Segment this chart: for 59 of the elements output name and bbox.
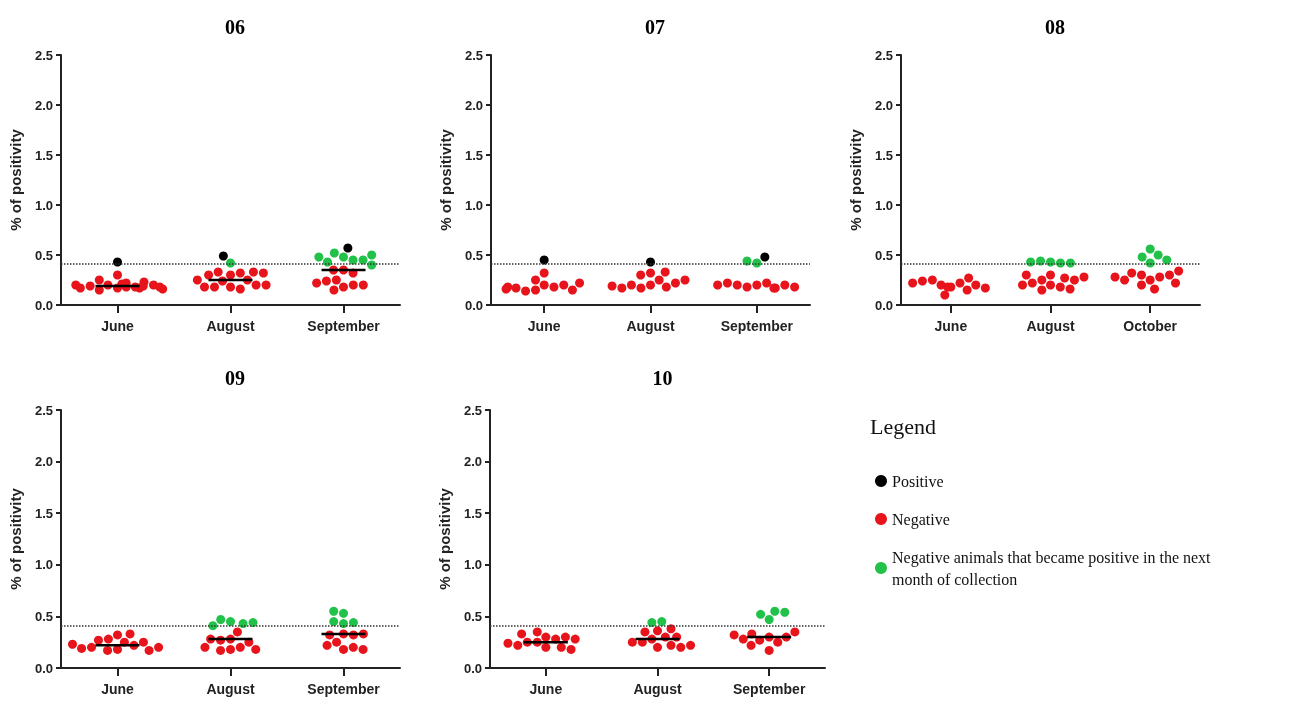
y-tick-label: 1.0 (34, 557, 53, 573)
y-tick-label: 0.0 (874, 297, 893, 313)
y-tick-label: 0.5 (34, 608, 53, 624)
y-tick-label: 0.0 (463, 660, 482, 676)
y-tick-label: 1.5 (34, 147, 53, 163)
x-tick-label: June (101, 318, 135, 334)
y-tick-label: 0.5 (874, 247, 893, 263)
y-tick-label: 2.0 (874, 97, 893, 113)
y-tick-label: 2.0 (34, 454, 53, 470)
y-tick-label: 0.5 (464, 247, 483, 263)
chart-title: 10 (652, 367, 673, 389)
x-tick-label: September (307, 318, 381, 334)
y-tick-label: 2.5 (463, 402, 482, 418)
x-tick-label: August (1026, 318, 1075, 334)
y-tick-label: 0.0 (34, 660, 53, 676)
y-tick-label: 1.5 (464, 147, 483, 163)
x-tick-label: September (720, 318, 794, 334)
x-tick-label: September (307, 681, 381, 697)
y-tick-label: 2.0 (34, 97, 53, 113)
y-tick-label: 1.0 (463, 557, 482, 573)
chart-title: 06 (225, 16, 245, 38)
y-axis-title: % of positivity (436, 487, 453, 590)
y-tick-label: 0.5 (463, 608, 482, 624)
chart-title: 09 (225, 367, 245, 389)
y-tick-label: 1.5 (34, 505, 53, 521)
legend-title: Legend (870, 413, 936, 439)
x-tick-label: June (934, 318, 968, 334)
y-tick-label: 2.5 (464, 47, 483, 63)
x-tick-label: September (732, 681, 806, 697)
x-tick-label: October (1123, 318, 1178, 334)
y-tick-label: 2.0 (464, 97, 483, 113)
legend-label: Positive (892, 472, 944, 490)
y-tick-label: 1.5 (874, 147, 893, 163)
y-tick-label: 1.5 (463, 505, 482, 521)
x-tick-label: August (633, 681, 682, 697)
y-axis-title: % of positivity (437, 128, 454, 231)
x-tick-label: August (206, 318, 255, 334)
y-tick-label: 2.5 (34, 402, 53, 418)
y-axis-title: % of positivity (7, 487, 24, 590)
y-axis-title: % of positivity (7, 128, 24, 231)
y-tick-label: 0.5 (34, 247, 53, 263)
x-tick-label: August (626, 318, 675, 334)
y-tick-label: 2.5 (874, 47, 893, 63)
y-tick-label: 0.0 (34, 297, 53, 313)
legend-label: Negative (892, 510, 950, 529)
y-tick-label: 0.0 (464, 297, 483, 313)
y-tick-label: 1.0 (874, 197, 893, 213)
y-tick-label: 2.5 (34, 47, 53, 63)
x-tick-label: June (101, 681, 135, 697)
y-tick-label: 1.0 (464, 197, 483, 213)
x-tick-label: June (527, 318, 561, 334)
y-axis-title: % of positivity (847, 128, 864, 231)
legend-label: Negative animals that became positive in the next month of collection (892, 548, 1215, 588)
y-tick-label: 2.0 (463, 454, 482, 470)
x-tick-label: August (206, 681, 255, 697)
chart-title: 07 (645, 16, 665, 38)
chart-title: 08 (1045, 16, 1065, 38)
y-tick-label: 1.0 (34, 197, 53, 213)
x-tick-label: June (529, 681, 563, 697)
